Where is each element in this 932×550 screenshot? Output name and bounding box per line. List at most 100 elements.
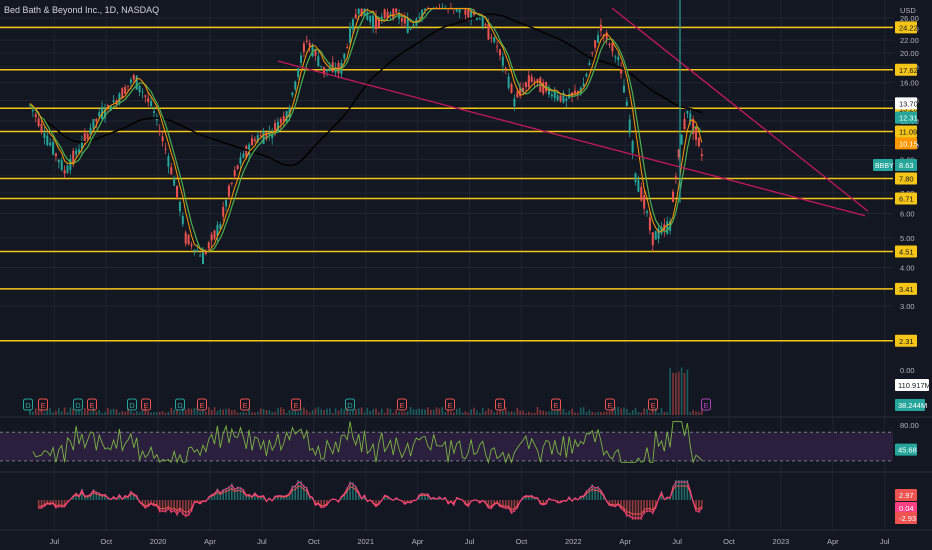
candle-body [118, 93, 121, 104]
level-tag-label: 17.62 [899, 66, 918, 75]
volume-bar [337, 410, 340, 415]
volume-bar [158, 411, 161, 415]
volume-bar [441, 407, 444, 415]
candle-body [605, 32, 608, 40]
volume-bar [574, 412, 576, 415]
candle-body [37, 118, 40, 127]
candle-body [52, 142, 55, 155]
macd-histogram-bar [167, 500, 170, 510]
candle-body [582, 83, 585, 87]
volume-bar [285, 412, 288, 415]
candle-body [300, 55, 303, 63]
volume-bar [135, 410, 138, 415]
candle-body [487, 24, 490, 40]
volume-bar [109, 409, 112, 415]
macd-histogram-bar [357, 491, 360, 500]
candle-body [637, 180, 640, 192]
macd-histogram-bar [660, 491, 663, 500]
level-tag-label: 7.80 [899, 174, 914, 183]
volume-bar [429, 409, 432, 415]
price-tag [895, 137, 917, 150]
macd-line [38, 481, 703, 519]
macd-histogram-bar [130, 490, 132, 500]
volume-bar [617, 407, 619, 415]
volume-bar [219, 408, 222, 415]
macd-histogram-bar [288, 492, 291, 500]
candle-body [95, 118, 98, 122]
time-axis-tick: 2022 [565, 537, 582, 546]
candle-body [103, 108, 106, 119]
volume-bar [303, 407, 305, 415]
volume-bar [297, 411, 299, 415]
candle-body [686, 110, 689, 114]
volume-bar [479, 412, 481, 415]
event-marker-label: E [40, 401, 45, 410]
price-tag-label: 12.31 [899, 114, 918, 123]
volume-bar [271, 412, 273, 415]
macd-histogram-bar [314, 500, 317, 506]
candle-body [207, 242, 210, 249]
candle-body [588, 63, 591, 65]
candle-body [533, 80, 536, 82]
candle-body [576, 90, 579, 94]
volume-bar [600, 412, 602, 415]
macd-histogram-bar [294, 485, 297, 500]
volume-bar [207, 407, 210, 415]
volume-bar [43, 412, 46, 415]
candle-body [305, 40, 308, 42]
candle-body [617, 56, 620, 61]
volume-bar [386, 408, 389, 415]
volume-bar [366, 408, 369, 415]
candle-body [227, 185, 230, 197]
macd-histogram-bar [686, 480, 689, 500]
volume-bar [602, 411, 605, 415]
volume-bar [695, 411, 697, 415]
candle-body [138, 85, 141, 92]
volume-bar [577, 412, 579, 415]
price-tag-label: 10.15 [899, 139, 918, 148]
candle-body [496, 46, 499, 48]
candle-body [184, 232, 187, 244]
candle-body [620, 67, 623, 74]
candle-body [671, 191, 674, 202]
volume-bar [637, 411, 640, 415]
candle-body [412, 24, 415, 27]
price-tag [895, 97, 917, 110]
time-axis-tick: 2020 [150, 537, 167, 546]
candle-body [164, 148, 167, 150]
macd-histogram-bar [161, 500, 164, 513]
macd-histogram-bar [259, 495, 262, 500]
candle-body [643, 195, 646, 209]
volume-bar [115, 409, 118, 415]
macd-histogram-bar [675, 480, 677, 500]
level-tag [895, 172, 917, 185]
macd-histogram-bar [104, 493, 106, 500]
candle-body [522, 87, 525, 93]
candle-body [579, 87, 582, 94]
event-marker [127, 398, 137, 411]
volume-bar [490, 409, 493, 415]
volume-bar [291, 410, 294, 415]
price-axis-tick: 16.00 [900, 79, 919, 88]
candle-body [89, 127, 92, 135]
macd-histogram-bar [579, 495, 582, 500]
volume-bar [631, 410, 634, 415]
volume-bar [525, 412, 527, 415]
macd-histogram-bar [672, 485, 674, 500]
volume-bar [473, 407, 475, 415]
price-axis-tick: 6.00 [900, 209, 915, 218]
candle-body [498, 49, 501, 56]
macd-histogram-bar [182, 500, 184, 515]
candle-body [614, 56, 617, 58]
macd-histogram-bar [649, 500, 651, 513]
volume-bar [649, 412, 651, 415]
volume-bar [591, 411, 594, 415]
candle-body [124, 87, 127, 94]
candle-body [510, 84, 513, 93]
volume-bar [92, 407, 95, 415]
candle-body [542, 82, 545, 94]
macd-histogram-bar [112, 496, 115, 500]
candle-body [245, 146, 248, 158]
macd-histogram-bar [83, 495, 86, 500]
